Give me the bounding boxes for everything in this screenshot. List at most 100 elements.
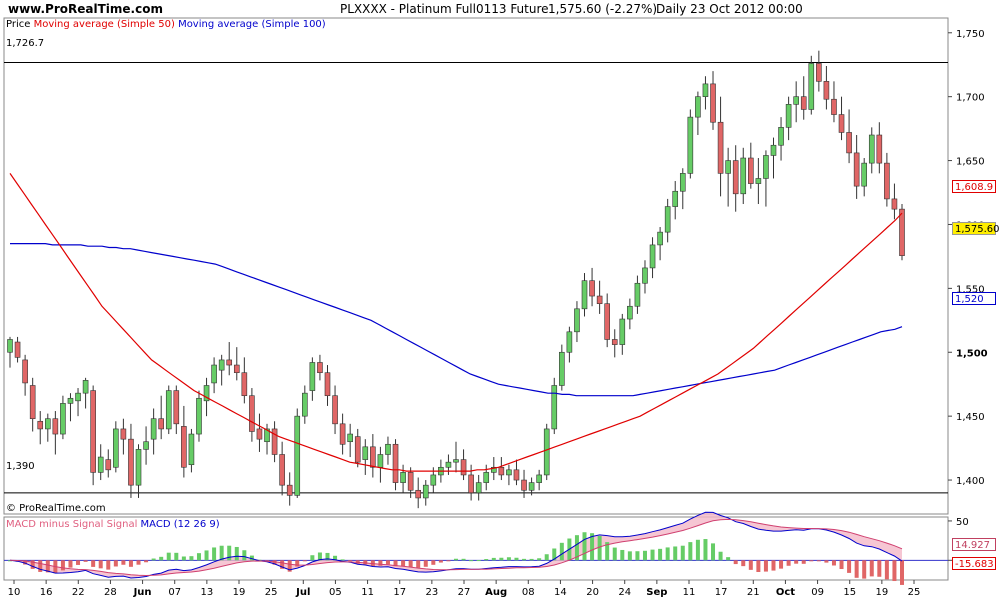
candle-up xyxy=(67,397,74,404)
candle-down xyxy=(279,454,285,486)
x-tick-label: 14 xyxy=(554,587,567,598)
macd-hist-bar xyxy=(612,547,617,561)
x-tick-label: 20 xyxy=(586,587,599,598)
macd-hist-bar xyxy=(537,558,542,561)
macd-hist-bar xyxy=(786,560,791,566)
macd-hist-bar xyxy=(378,560,383,566)
macd-hist-bar xyxy=(590,533,595,561)
macd-hist-bar xyxy=(665,547,670,561)
macd-hist-bar xyxy=(295,560,300,567)
x-tick-label: 25 xyxy=(908,587,921,598)
candle-up xyxy=(113,428,119,468)
macd-hist-bar xyxy=(809,560,814,562)
macd-signal-line xyxy=(9,518,903,577)
macd-hist-bar xyxy=(348,560,353,562)
macd-hist-bar xyxy=(824,560,829,563)
macd-hist-bar xyxy=(499,557,504,561)
macd-hist-bar xyxy=(650,549,655,561)
candle-down xyxy=(332,395,338,425)
candle-up xyxy=(581,280,588,310)
macd-hist-bar xyxy=(310,555,315,561)
macd-hist-bar xyxy=(385,560,390,565)
candle-up xyxy=(755,178,762,184)
macd-hist-bar xyxy=(476,560,481,562)
macd-hist-bar xyxy=(227,545,232,561)
legend-ma50[interactable]: Moving average (Simple 50) xyxy=(33,19,175,30)
candle-up xyxy=(7,339,13,353)
macd-hist-bar xyxy=(574,535,579,561)
candle-down xyxy=(37,420,44,430)
macd-hist-bar xyxy=(726,557,731,561)
candle-down xyxy=(128,438,134,486)
y-tick-label: 1,700 xyxy=(956,93,985,104)
macd-hist-bar xyxy=(325,552,330,561)
candle-down xyxy=(876,134,883,164)
candle-up xyxy=(362,446,369,460)
macd-hist-bar xyxy=(317,552,322,561)
macd-hist-bar xyxy=(272,560,277,565)
macd-hist-bar xyxy=(733,560,738,565)
candle-up xyxy=(634,282,641,307)
candle-up xyxy=(430,474,437,486)
candle-down xyxy=(521,479,527,491)
macd-fill xyxy=(10,512,902,578)
candle-down xyxy=(241,372,248,397)
candle-down xyxy=(233,364,240,374)
macd-hist-bar xyxy=(30,560,35,569)
candle-up xyxy=(188,433,195,466)
macd-hist-bar xyxy=(212,547,217,561)
legend-macd-hist[interactable]: MACD minus Signal Signal xyxy=(6,519,138,530)
macd-hist-bar xyxy=(136,560,141,565)
candle-up xyxy=(97,456,104,473)
title-bar: www.ProRealTime.com PLXXXX - Platinum Fu… xyxy=(0,0,1000,18)
macd-hist-bar xyxy=(76,560,81,565)
macd-hist-bar xyxy=(287,560,292,572)
candle-down xyxy=(884,162,890,200)
macd-hist-bar xyxy=(423,560,428,567)
candle-down xyxy=(105,459,112,471)
hline-top-label: 1,726.7 xyxy=(6,38,45,49)
copyright: © ProRealTime.com xyxy=(6,503,106,514)
candle-down xyxy=(407,472,414,491)
candle-down xyxy=(732,160,739,195)
candle-up xyxy=(543,428,550,476)
candle-up xyxy=(793,96,799,105)
x-tick-label: 11 xyxy=(683,587,696,598)
candle-down xyxy=(891,198,898,210)
candle-down xyxy=(22,359,28,384)
macd-hist-bar xyxy=(688,542,693,561)
candle-up xyxy=(203,385,210,402)
macd-hist-bar xyxy=(174,552,179,561)
macd-hist-bar xyxy=(446,560,451,562)
candle-down xyxy=(271,428,278,455)
candle-up xyxy=(672,190,679,207)
x-tick-label: 10 xyxy=(8,587,21,598)
candle-up xyxy=(483,472,490,483)
candle-up xyxy=(528,482,535,491)
x-tick-label: 07 xyxy=(168,587,181,598)
x-tick-label: 27 xyxy=(458,587,471,598)
ma50-value-tag: 1,608.9 xyxy=(952,180,996,193)
legend-ma100[interactable]: Moving average (Simple 100) xyxy=(178,19,326,30)
x-tick-label: 21 xyxy=(747,587,760,598)
macd-hist-bar xyxy=(363,560,368,565)
macd-hist-bar xyxy=(703,539,708,561)
x-tick-label: 25 xyxy=(265,587,278,598)
candle-down xyxy=(823,81,830,100)
candle-down xyxy=(317,362,323,374)
candle-down xyxy=(339,423,346,445)
candle-up xyxy=(445,461,452,468)
y-tick-label: 1,550 xyxy=(956,284,985,295)
macd-hist-bar xyxy=(159,556,164,561)
legend-macd[interactable]: MACD (12 26 9) xyxy=(140,519,220,530)
y-tick-label: 1,750 xyxy=(956,29,985,40)
candle-up xyxy=(574,308,580,333)
candle-up xyxy=(763,155,769,179)
macd-hist-bar xyxy=(144,560,149,563)
macd-hist-bar xyxy=(491,557,496,561)
x-tick-label: 11 xyxy=(361,587,374,598)
candle-down xyxy=(415,489,422,499)
x-tick-label: Aug xyxy=(485,587,507,598)
macd-hist-bar xyxy=(756,560,761,572)
